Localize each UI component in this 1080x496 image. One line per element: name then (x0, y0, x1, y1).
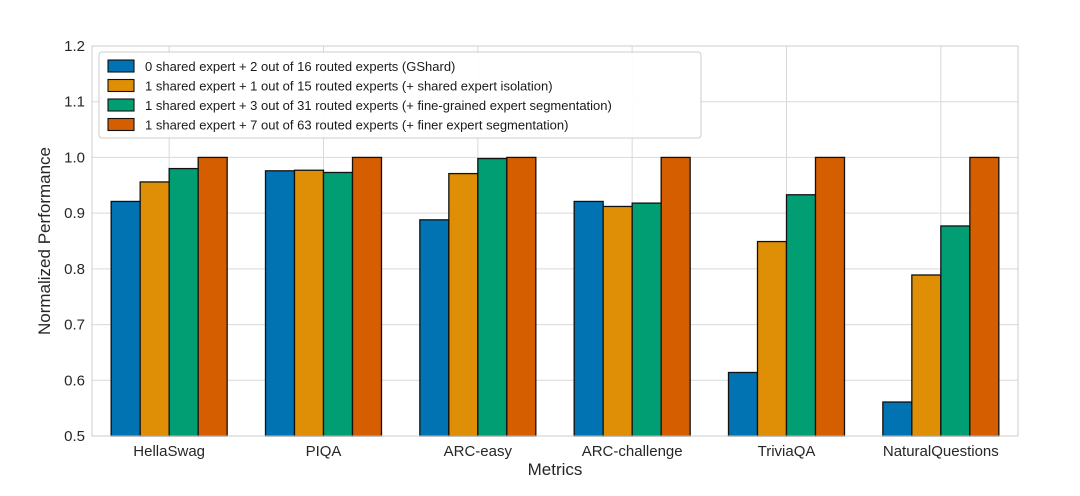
bar-arc-easy-series-2 (448, 172, 479, 437)
y-tick-label: 1.2 (64, 38, 85, 55)
bar-arc-easy-series-4 (506, 156, 537, 437)
x-tick-label: ARC-easy (444, 443, 513, 460)
x-tick-label: PIQA (306, 443, 342, 460)
legend-swatch (107, 78, 135, 93)
x-axis-label: Metrics (528, 460, 583, 479)
legend-label: 1 shared expert + 3 out of 31 routed exp… (145, 98, 612, 113)
y-tick-label: 0.8 (64, 261, 85, 278)
bar-piqa-series-3 (322, 171, 354, 437)
bar-naturalquestions-series-3 (940, 225, 971, 437)
bar-piqa-series-4 (351, 156, 383, 437)
bar-triviaqa-series-2 (756, 240, 788, 437)
x-tick-label: HellaSwag (133, 443, 205, 460)
bar-triviaqa-series-1 (727, 371, 759, 437)
bar-arc-challenge-series-3 (631, 202, 662, 437)
bar-arc-easy-series-1 (419, 219, 450, 437)
y-axis-label: Normalized Performance (35, 147, 54, 335)
bar-triviaqa-series-4 (814, 156, 846, 437)
bar-naturalquestions-series-2 (911, 274, 942, 437)
y-tick-label: 0.5 (64, 428, 85, 445)
y-tick-label: 0.9 (64, 205, 85, 222)
bar-triviaqa-series-3 (785, 194, 817, 437)
legend: 0 shared expert + 2 out of 16 routed exp… (98, 51, 702, 139)
y-tick-label: 0.6 (64, 372, 85, 389)
bar-hellaswag-series-2 (139, 181, 170, 437)
bar-hellaswag-series-4 (197, 156, 228, 437)
y-axis-ticks: 0.5 0.6 0.7 0.8 0.9 1.0 1.1 1.2 (64, 38, 85, 445)
legend-label: 1 shared expert + 1 out of 15 routed exp… (145, 79, 553, 94)
x-tick-label: NaturalQuestions (883, 443, 999, 460)
bar-naturalquestions-series-4 (969, 156, 1000, 437)
y-tick-label: 1.1 (64, 94, 85, 111)
bars (110, 156, 1000, 437)
bar-arc-challenge-series-2 (602, 205, 633, 437)
legend-label: 0 shared expert + 2 out of 16 routed exp… (145, 59, 455, 74)
legend-label: 1 shared expert + 7 out of 63 routed exp… (145, 118, 568, 133)
bar-arc-easy-series-3 (477, 157, 508, 437)
legend-box (98, 51, 702, 139)
x-axis-ticks: HellaSwag PIQA ARC-easy ARC-challenge Trivia… (133, 443, 998, 460)
plot-frame (91, 45, 1019, 437)
bar-naturalquestions-series-1 (882, 401, 913, 437)
legend-swatch (107, 98, 135, 112)
bar-arc-challenge-series-1 (573, 200, 604, 437)
y-tick-label: 0.7 (64, 317, 85, 334)
legend-swatch (107, 59, 135, 73)
bar-hellaswag-series-1 (110, 200, 141, 437)
bar-hellaswag-series-3 (168, 167, 199, 437)
legend-swatch (107, 117, 135, 132)
bar-piqa-series-1 (264, 170, 296, 437)
x-tick-label: TriviaQA (758, 443, 816, 460)
bar-arc-challenge-series-4 (660, 156, 691, 437)
bar-piqa-series-2 (293, 169, 325, 437)
x-tick-label: ARC-challenge (582, 443, 683, 460)
y-tick-label: 1.0 (64, 149, 85, 166)
